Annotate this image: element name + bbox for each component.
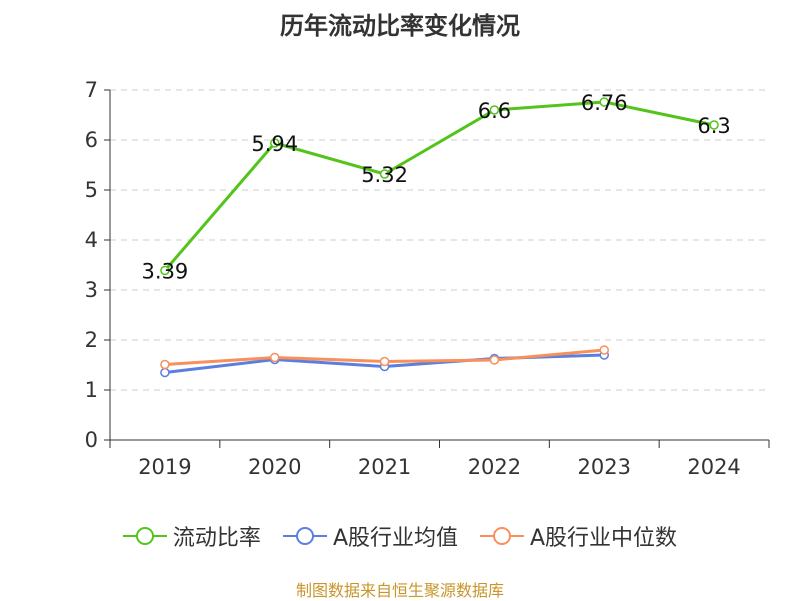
- legend-label-current-ratio: 流动比率: [172, 526, 261, 551]
- legend-item-industry-median[interactable]: A股行业中位数: [480, 520, 677, 552]
- data-point[interactable]: [489, 355, 500, 365]
- x-tick-label: 2020: [248, 455, 301, 479]
- y-tick-label: 4: [85, 228, 98, 252]
- legend: 流动比率 A股行业均值 A股行业中位数: [0, 520, 800, 552]
- x-tick-label: 2024: [687, 455, 740, 479]
- legend-item-current-ratio[interactable]: 流动比率: [122, 520, 261, 552]
- data-point[interactable]: [160, 359, 170, 370]
- legend-marker-current-ratio: [122, 527, 167, 545]
- y-tick-label: 7: [85, 78, 98, 102]
- data-point[interactable]: [270, 138, 280, 148]
- data-labels: 3.39 5.94 5.32 6.6 6.76 6.3: [142, 91, 731, 284]
- data-point[interactable]: [599, 97, 609, 107]
- y-tick-label: 1: [85, 378, 98, 402]
- data-point[interactable]: [489, 105, 500, 115]
- data-label: 5.32: [361, 163, 408, 187]
- data-label: 6.3: [697, 114, 730, 138]
- grid-lines: [110, 89, 769, 391]
- x-tick-label: 2023: [578, 455, 631, 479]
- data-label: 5.94: [251, 132, 298, 156]
- data-point[interactable]: [599, 345, 609, 355]
- data-point[interactable]: [379, 169, 390, 179]
- data-label: 6.76: [581, 91, 628, 115]
- legend-marker-industry-median: [480, 527, 524, 545]
- legend-item-industry-average[interactable]: A股行业均值: [282, 520, 458, 552]
- chart-title: 历年流动比率变化情况: [280, 12, 520, 40]
- y-tick-label: 0: [85, 428, 98, 452]
- data-point[interactable]: [160, 367, 170, 378]
- data-point[interactable]: [379, 356, 390, 367]
- y-tick-label: 5: [85, 178, 98, 202]
- legend-label-industry-median: A股行业中位数: [530, 526, 678, 551]
- x-tick-label: 2019: [138, 455, 191, 479]
- y-tick-label: 2: [85, 328, 98, 352]
- x-tick-label: 2022: [468, 455, 521, 479]
- data-point[interactable]: [709, 120, 719, 130]
- data-point[interactable]: [270, 352, 280, 363]
- data-label: 3.39: [142, 260, 189, 284]
- source-note: 制图数据来自恒生聚源数据库: [295, 581, 504, 600]
- data-point[interactable]: [160, 265, 170, 276]
- legend-marker-industry-average: [282, 527, 327, 545]
- legend-label-industry-average: A股行业均值: [332, 526, 458, 551]
- series-line: [163, 100, 715, 272]
- axes: 0 1 2 3 4 5 6 7 2019 2020 2021 2022 2023 2024: [85, 78, 770, 479]
- data-label: 6.6: [478, 99, 511, 123]
- y-tick-label: 3: [85, 278, 98, 302]
- series-lines: [160, 97, 719, 378]
- x-tick-label: 2021: [358, 455, 411, 479]
- y-tick-label: 6: [85, 128, 98, 152]
